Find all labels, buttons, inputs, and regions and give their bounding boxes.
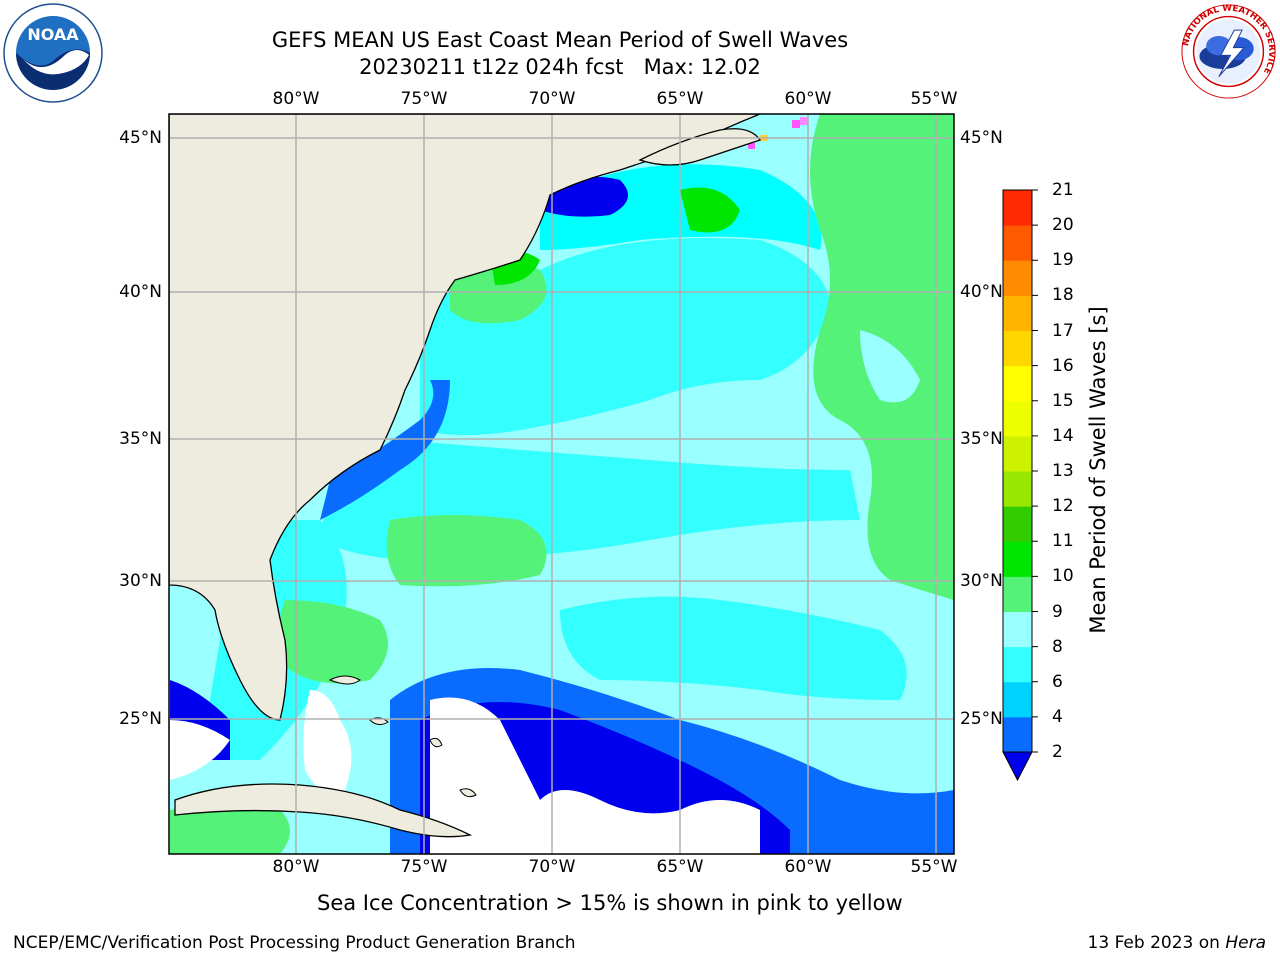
lon-label-top: 60°W xyxy=(784,89,832,109)
colorbar-tick-label: 8 xyxy=(1052,636,1063,657)
colorbar-tick-label: 21 xyxy=(1052,180,1074,200)
land-north-america xyxy=(169,114,761,721)
colorbar-tick-label: 20 xyxy=(1052,215,1074,236)
lat-label-right: 40°N xyxy=(960,282,1003,302)
colorbar-tick-label: 12 xyxy=(1052,496,1074,517)
colorbar-segment xyxy=(1003,611,1032,648)
colorbar-segment xyxy=(1003,330,1032,367)
nws-logo: NATIONAL WEATHER SERVICE xyxy=(1181,4,1276,99)
lon-label-bottom: 70°W xyxy=(528,857,576,877)
noaa-logo: NOAA xyxy=(3,3,103,103)
colorbar-segment xyxy=(1003,260,1032,296)
field-blue-hatteras xyxy=(320,380,450,520)
land-bahamas xyxy=(328,675,477,798)
field-green-sargasso xyxy=(386,515,547,587)
lat-label-right: 35°N xyxy=(960,429,1003,449)
colorbar-segment xyxy=(1003,435,1032,472)
colorbar-tick-label: 17 xyxy=(1052,320,1074,341)
lat-label-right: 25°N xyxy=(960,709,1003,729)
lon-label-top: 70°W xyxy=(528,89,576,109)
colorbar-tick-label: 4 xyxy=(1052,706,1063,727)
colorbar-segment xyxy=(1003,400,1032,437)
colorbar-segment xyxy=(1003,576,1032,612)
sea-ice-pixel xyxy=(748,143,755,149)
lon-label-top: 65°W xyxy=(656,89,704,109)
lat-label-left: 25°N xyxy=(119,709,162,729)
colorbar-segment xyxy=(1003,506,1032,542)
colorbar-segment xyxy=(1003,295,1032,331)
sea-ice-pixel xyxy=(792,120,800,128)
colorbar-under-arrow xyxy=(1002,751,1033,782)
lon-label-bottom: 55°W xyxy=(910,857,958,877)
field-lightcyan-east xyxy=(860,330,920,403)
sea-ice-note: Sea Ice Concentration > 15% is shown in … xyxy=(317,891,903,915)
colorbar-tick-label: 19 xyxy=(1052,250,1074,271)
colorbar-segment xyxy=(1003,225,1032,261)
land-cuba xyxy=(174,783,473,838)
colorbar-segment xyxy=(1003,190,1032,226)
lat-label-left: 45°N xyxy=(119,128,162,148)
nodata-gom xyxy=(170,720,230,780)
map-frame xyxy=(168,113,955,855)
lon-label-bottom: 65°W xyxy=(656,857,704,877)
field-green-gom xyxy=(170,805,290,854)
lon-label-top: 75°W xyxy=(400,89,448,109)
lat-label-left: 40°N xyxy=(119,282,162,302)
lon-label-top: 80°W xyxy=(272,89,320,109)
lon-label-top: 55°W xyxy=(910,89,958,109)
colorbar-tick-label: 14 xyxy=(1052,425,1074,446)
colorbar-segment xyxy=(1003,541,1032,577)
footer-date-text: 13 Feb 2023 on xyxy=(1087,933,1226,953)
colorbar-tick-label: 2 xyxy=(1052,742,1063,762)
chart-subtitle: 20230211 t12z 024h fcst Max: 12.02 xyxy=(359,55,761,79)
colorbar-segment xyxy=(1003,716,1032,753)
colorbar-tick-label: 9 xyxy=(1052,601,1063,622)
colorbar-tick-label: 10 xyxy=(1052,566,1074,587)
nodata-bahamas xyxy=(303,690,352,793)
colorbar-segment xyxy=(1003,471,1032,507)
colorbar-tick-label: 15 xyxy=(1052,390,1074,411)
lon-label-bottom: 75°W xyxy=(400,857,448,877)
sea-ice-pixel xyxy=(800,117,808,125)
chart-title: GEFS MEAN US East Coast Mean Period of S… xyxy=(271,28,849,52)
colorbar-segment xyxy=(1003,365,1032,402)
footer-date: 13 Feb 2023 on Hera xyxy=(1088,933,1266,953)
colorbar-tick-label: 13 xyxy=(1052,461,1074,481)
colorbar-title: Mean Period of Swell Waves [s] xyxy=(1086,306,1110,634)
field-bright-green-ne xyxy=(490,187,740,285)
field-green-florida xyxy=(278,600,388,684)
footer-host: Hera xyxy=(1225,933,1266,953)
nodata-caribbean xyxy=(430,697,760,854)
lat-label-right: 45°N xyxy=(960,128,1003,148)
lon-label-bottom: 60°W xyxy=(784,857,832,877)
lon-label-bottom: 80°W xyxy=(272,857,320,877)
noaa-logo-text: NOAA xyxy=(27,25,79,44)
lat-label-left: 35°N xyxy=(119,429,162,449)
colorbar-segment xyxy=(1003,646,1032,683)
colorbar-tick-label: 16 xyxy=(1052,355,1074,376)
lat-label-right: 30°N xyxy=(960,571,1003,591)
graticule xyxy=(169,114,954,854)
colorbar-tick-label: 18 xyxy=(1052,285,1074,306)
colorbar-tick-label: 11 xyxy=(1052,531,1074,552)
field-cyan-south xyxy=(560,596,907,700)
colorbar-segment xyxy=(1003,681,1032,718)
colorbar-tick-label: 6 xyxy=(1052,671,1063,692)
footer-credit: NCEP/EMC/Verification Post Processing Pr… xyxy=(13,933,576,953)
lat-label-left: 30°N xyxy=(119,571,162,591)
